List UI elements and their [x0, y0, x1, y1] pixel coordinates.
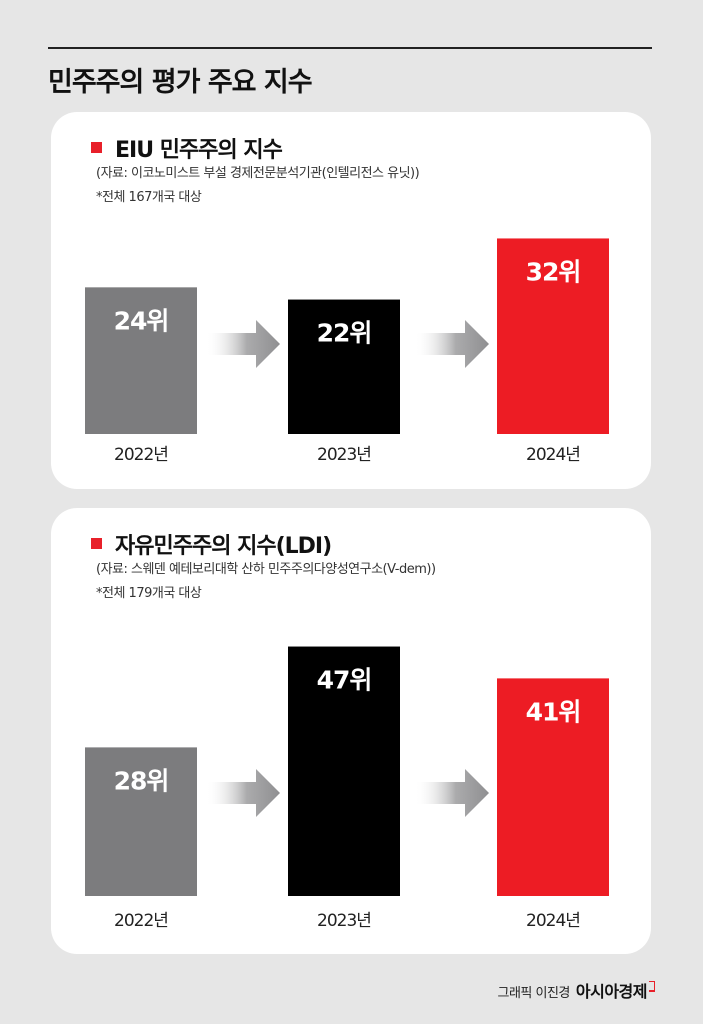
credit-text: 그래픽 이진경 [497, 986, 570, 1001]
x-tick-label: 2024년 [526, 445, 580, 465]
x-tick-label: 2022년 [114, 445, 168, 465]
eiu-bar-chart: 24위 2022년 22위 2023년 32위 2024년 [85, 238, 609, 465]
bar-2022 [85, 747, 197, 896]
ldi-source: (자료: 스웨덴 예테보리대학 산하 민주주의다양성연구소(V-dem)) [96, 562, 436, 577]
eiu-panel: EIU 민주주의 지수 (자료: 이코노미스트 부설 경제전문분석기관(인텔리전… [51, 112, 651, 489]
ldi-bar-chart: 28위 2022년 47위 2023년 41위 2024년 [85, 646, 609, 931]
brand-name: 아시아경제 [575, 982, 648, 1001]
arrow-right-icon [415, 769, 489, 817]
arrow-right-icon [206, 320, 280, 368]
x-tick-label: 2023년 [317, 445, 371, 465]
ldi-note: *전체 179개국 대상 [96, 586, 202, 601]
ldi-panel-title: 자유민주주의 지수(LDI) [91, 528, 332, 560]
square-marker-icon [91, 538, 102, 549]
eiu-source: (자료: 이코노미스트 부설 경제전문분석기관(인텔리전스 유닛)) [96, 166, 420, 181]
top-rule [48, 47, 652, 49]
page-title: 민주주의 평가 주요 지수 [48, 67, 313, 98]
bar-2023 [288, 646, 400, 896]
x-tick-label: 2024년 [526, 911, 580, 931]
ldi-panel: 자유민주주의 지수(LDI) (자료: 스웨덴 예테보리대학 산하 민주주의다양… [51, 508, 651, 954]
square-marker-icon [91, 142, 102, 153]
bar-value-label: 22위 [317, 319, 372, 348]
eiu-title-text: EIU 민주주의 지수 [115, 138, 283, 163]
bar-value-label: 32위 [526, 257, 581, 286]
bar-value-label: 47위 [317, 666, 372, 695]
arrow-right-icon [415, 320, 489, 368]
bar-value-label: 24위 [114, 306, 169, 335]
credit: 그래픽 이진경 아시아경제 [497, 978, 655, 1002]
bar-value-label: 28위 [114, 766, 169, 795]
ldi-title-text: 자유민주주의 지수(LDI) [115, 534, 332, 559]
bar-2023 [288, 299, 400, 434]
bar-2022 [85, 287, 197, 434]
bar-2024 [497, 678, 609, 896]
bar-2024 [497, 238, 609, 434]
brand-logo-icon [649, 981, 655, 992]
x-tick-label: 2022년 [114, 911, 168, 931]
eiu-panel-title: EIU 민주주의 지수 [91, 132, 283, 164]
bar-value-label: 41위 [526, 697, 581, 726]
eiu-note: *전체 167개국 대상 [96, 190, 202, 205]
x-tick-label: 2023년 [317, 911, 371, 931]
arrow-right-icon [206, 769, 280, 817]
